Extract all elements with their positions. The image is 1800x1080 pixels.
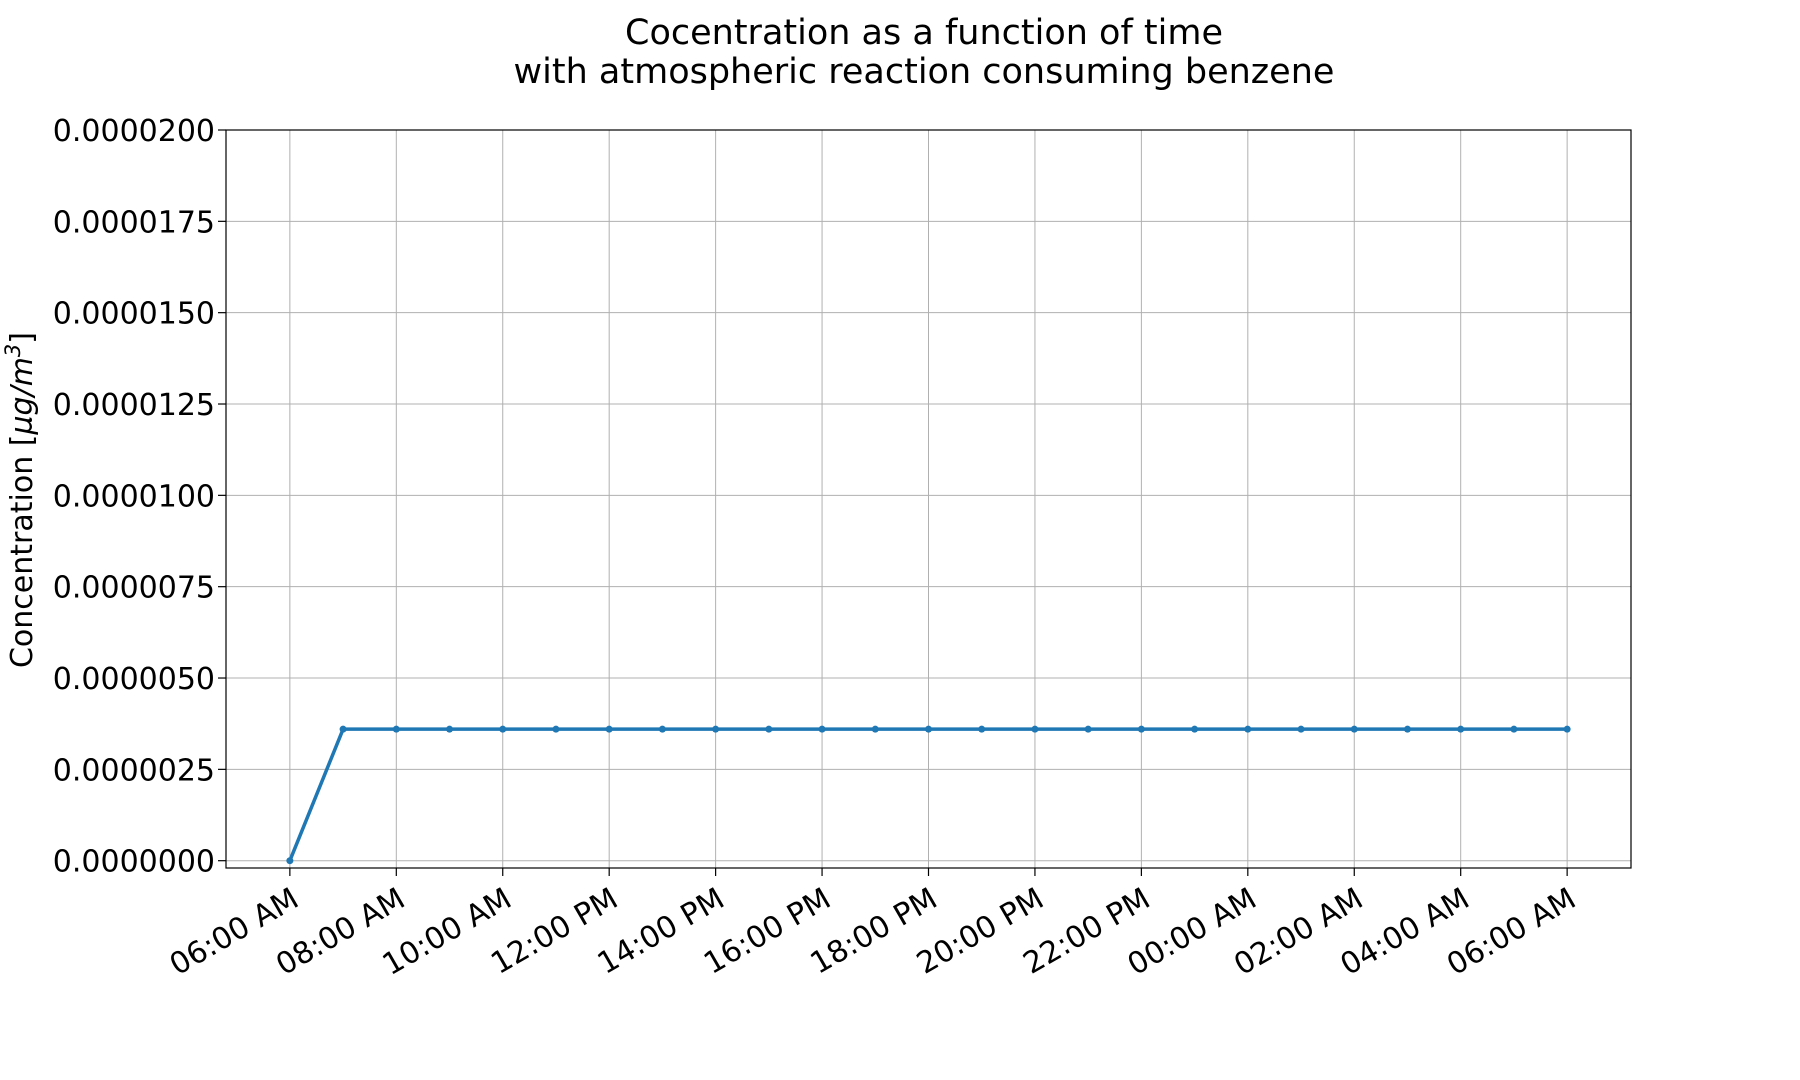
- data-point: [1563, 725, 1571, 733]
- data-point: [339, 725, 347, 733]
- y-tick-label: 0.0000175: [53, 205, 215, 240]
- y-tick-label: 0.0000000: [53, 845, 215, 880]
- data-point: [446, 725, 454, 733]
- y-tick-label: 0.0000125: [53, 388, 215, 423]
- chart-title-line-1: Cocentration as a function of time: [625, 13, 1223, 53]
- y-tick-label: 0.0000075: [53, 571, 215, 606]
- data-point: [605, 725, 613, 733]
- chart-title-line-2: with atmospheric reaction consuming benz…: [514, 52, 1335, 92]
- y-tick-label: 0.0000050: [53, 662, 215, 697]
- y-tick-label: 0.0000100: [53, 479, 215, 514]
- y-axis-label: Concentration [µg/m3]: [1, 332, 40, 668]
- data-point: [978, 725, 986, 733]
- data-point: [286, 857, 294, 865]
- data-point: [1297, 725, 1305, 733]
- data-point: [871, 725, 879, 733]
- axis-ticks: [218, 129, 1568, 876]
- y-axis-label-prefix: Concentration [: [5, 435, 40, 668]
- y-tick-label: 0.0000150: [53, 297, 215, 332]
- grid-lines: [226, 129, 1631, 868]
- data-point: [392, 725, 400, 733]
- y-tick-label: 0.0000200: [53, 114, 215, 149]
- data-point: [1403, 725, 1411, 733]
- y-tick-labels: 0.0000000 0.0000025 0.0000050 0.0000075 0.00…: [53, 114, 215, 880]
- data-point: [712, 725, 720, 733]
- data-point: [552, 725, 560, 733]
- data-point: [499, 725, 507, 733]
- y-axis-label-suffix: ]: [5, 332, 40, 344]
- data-point: [1350, 725, 1358, 733]
- y-axis-label-exponent: 3: [1, 344, 25, 357]
- data-point: [1191, 725, 1199, 733]
- data-point: [765, 725, 773, 733]
- data-point: [1031, 725, 1039, 733]
- plot-frame: [225, 129, 1632, 869]
- y-axis-label-unit: µg/m: [5, 357, 40, 435]
- data-point: [1137, 725, 1145, 733]
- y-tick-label: 0.0000025: [53, 753, 215, 788]
- data-point: [818, 725, 826, 733]
- data-point: [1244, 725, 1252, 733]
- data-point: [1510, 725, 1518, 733]
- data-point: [925, 725, 932, 733]
- data-series: [286, 725, 1571, 865]
- data-point: [1084, 725, 1092, 733]
- data-point: [1457, 725, 1465, 733]
- data-point: [658, 725, 666, 733]
